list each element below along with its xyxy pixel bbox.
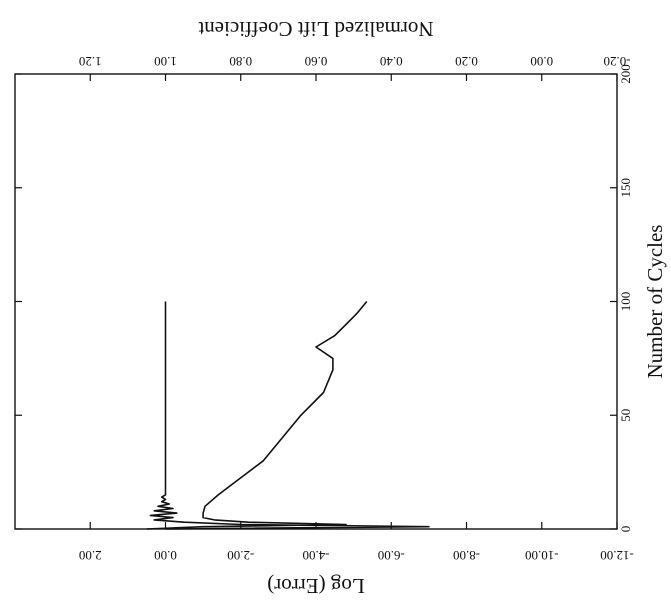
tick-layer	[15, 73, 618, 530]
bottom-tick-label: -6.00	[378, 548, 405, 563]
bottom-tick-label: -2.00	[227, 548, 254, 563]
right-tick-label: 0	[618, 526, 633, 533]
top-tick-label: 0.80	[229, 54, 252, 69]
bottom-tick-label: -12.00	[600, 548, 634, 563]
top-tick-label: -0.20	[603, 54, 630, 69]
top-tick-label: 1.00	[154, 54, 177, 69]
top-tick-label: 1.20	[79, 54, 102, 69]
label-layer: 2.00 0.00 -2.00 -4.00 -6.00 -8.00 -10.00 -12.00…	[79, 17, 667, 598]
series-lift-coefficient	[149, 301, 430, 530]
bottom-tick-label: -8.00	[453, 548, 480, 563]
plot-frame	[14, 73, 618, 530]
right-axis-title: Number of Cycles	[643, 225, 667, 379]
series-layer	[146, 300, 430, 530]
top-tick-label: 0.40	[380, 54, 403, 69]
bottom-tick-label: 0.00	[154, 548, 177, 563]
top-axis-title: Normalized Lift Coefficient	[198, 17, 433, 41]
right-tick-label: 50	[618, 409, 633, 422]
bottom-axis-title: Log (Error)	[267, 574, 364, 598]
top-tick-label: 0.60	[305, 54, 328, 69]
right-tick-label: 100	[618, 292, 633, 312]
bottom-tick-label: -4.00	[302, 548, 329, 563]
right-tick-label: 200	[618, 64, 633, 84]
right-tick-label: 150	[618, 178, 633, 198]
series-log-error	[146, 300, 368, 530]
bottom-tick-label: 2.00	[79, 548, 102, 563]
top-tick-label: 0.00	[530, 54, 553, 69]
top-tick-label: 0.20	[455, 54, 478, 69]
bottom-tick-label: -10.00	[525, 548, 559, 563]
